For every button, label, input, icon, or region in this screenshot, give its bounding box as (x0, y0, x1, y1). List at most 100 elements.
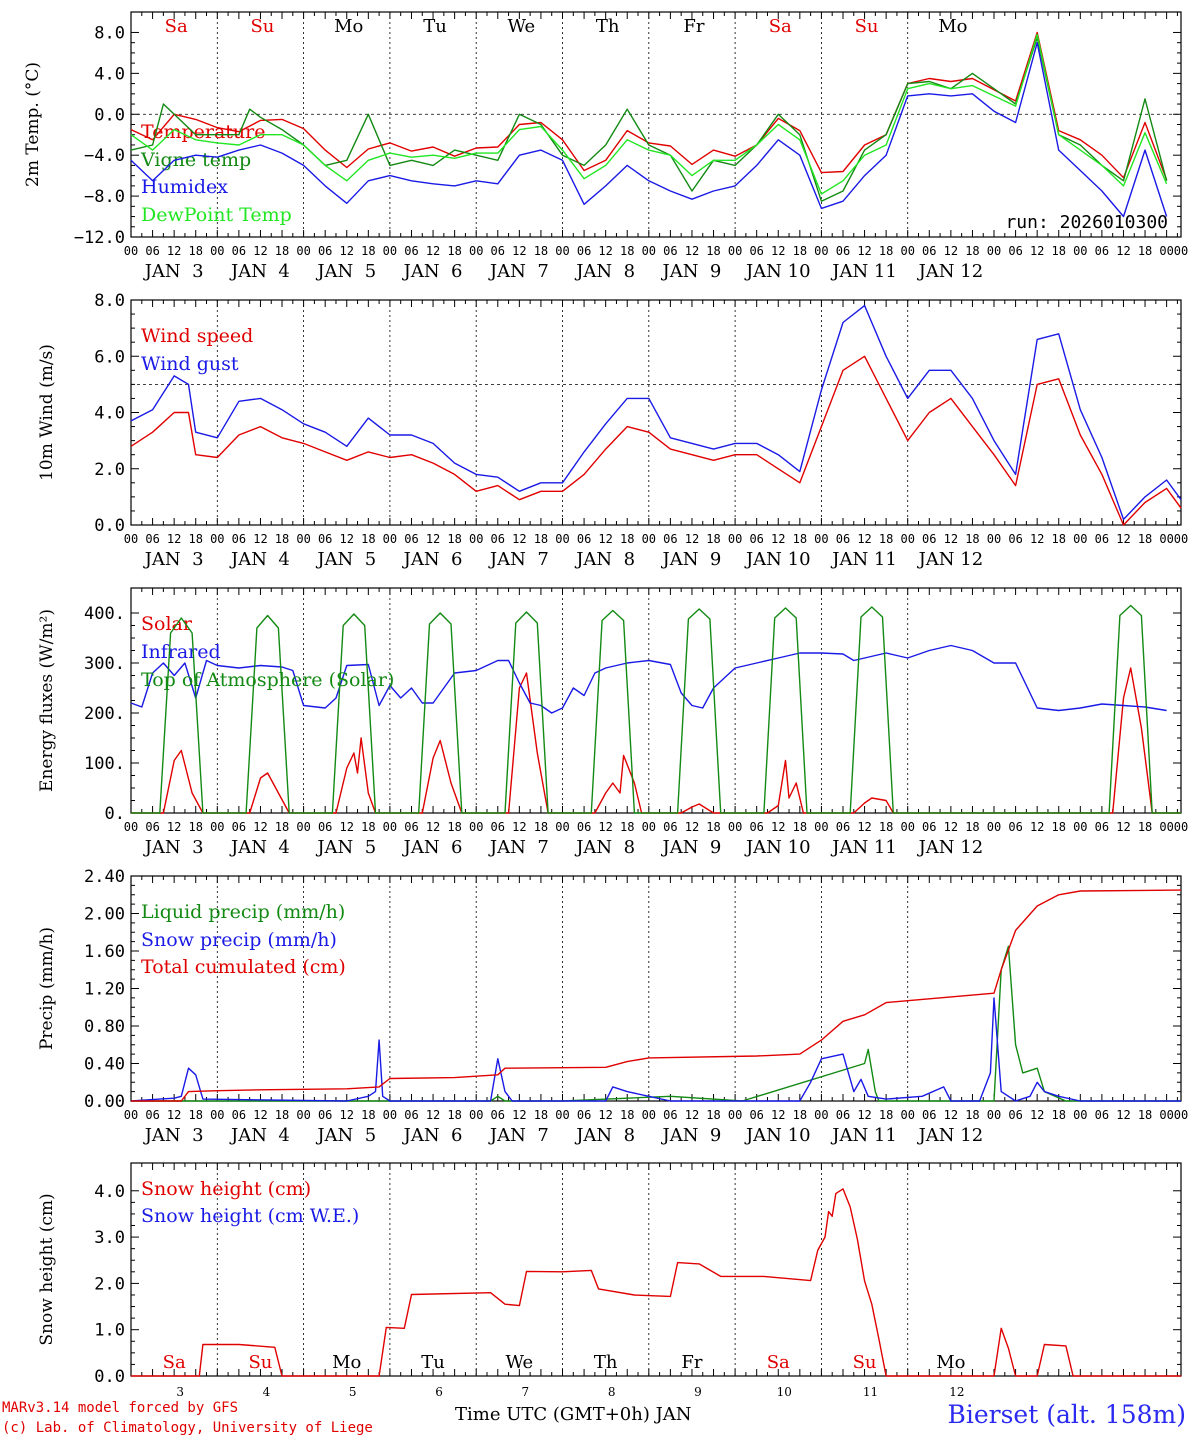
date-label: JAN 11 (830, 837, 897, 858)
hour-tick-label: 06 (1008, 1108, 1022, 1122)
date-label: JAN 9 (661, 549, 722, 570)
hour-tick-label: 00 (1073, 532, 1087, 546)
hour-tick-label: 06 (663, 820, 677, 834)
hour-tick-label: 00 (987, 244, 1001, 258)
y-tick-label: 2.40 (84, 867, 125, 887)
weekday-label: Sa (767, 1352, 790, 1373)
hour-tick-label: 00 (469, 532, 483, 546)
hour-tick-label: 12 (685, 244, 699, 258)
hour-tick-label: 06 (318, 820, 332, 834)
hour-tick-label: 18 (361, 1108, 375, 1122)
hour-tick-label: 00 (987, 1108, 1001, 1122)
lab-credit: (c) Lab. of Climatology, University of L… (2, 1420, 373, 1436)
hour-tick-label: 12 (167, 532, 181, 546)
legend-entry: Snow height (cm) (141, 1178, 311, 1200)
hour-tick-label: 00 (124, 820, 138, 834)
hour-tick-label: 18 (706, 532, 720, 546)
hour-tick-label: 18 (275, 1108, 289, 1122)
hour-tick-label: 12 (512, 820, 526, 834)
hour-tick-label: 18 (188, 244, 202, 258)
hour-tick-label: 12 (253, 1108, 267, 1122)
series-line-snow-height-cm- (131, 1188, 1181, 1377)
hour-tick-label: 12 (944, 820, 958, 834)
hour-tick-label: 06 (749, 244, 763, 258)
hour-tick-label: 18 (879, 1108, 893, 1122)
hour-tick-label: 00 (1159, 244, 1173, 258)
date-label: JAN 5 (315, 1125, 376, 1146)
legend-entry: Solar (141, 613, 193, 635)
legend-entry: Wind speed (141, 325, 253, 347)
day-number-label: 9 (694, 1385, 702, 1399)
day-number-label: 6 (435, 1385, 443, 1399)
hour-tick-label: 00 (124, 532, 138, 546)
series-line-total-cumulated-cm- (131, 889, 1182, 1102)
hour-tick-label: 00 (1159, 1108, 1173, 1122)
hour-tick-label: 18 (965, 532, 979, 546)
date-label: JAN 7 (488, 261, 549, 282)
y-tick-label: 0.0 (94, 105, 125, 125)
y-tick-label: 1.60 (84, 942, 125, 962)
hour-tick-label: 12 (1116, 244, 1130, 258)
hour-tick-label: 18 (879, 244, 893, 258)
y-tick-label: 0.0 (94, 516, 125, 536)
hour-tick-label: 12 (426, 820, 440, 834)
hour-tick-label: 06 (749, 1108, 763, 1122)
hour-tick-label: 12 (253, 532, 267, 546)
date-label: JAN 4 (229, 549, 290, 570)
hour-tick-label: 12 (512, 244, 526, 258)
date-label: JAN 3 (143, 1125, 204, 1146)
hour-tick-label: 12 (1116, 532, 1130, 546)
weekday-label: Th (594, 1352, 618, 1373)
hour-tick-label: 18 (361, 532, 375, 546)
hour-tick-label: 12 (771, 820, 785, 834)
hour-tick-label: 06 (663, 1108, 677, 1122)
hour-tick-label: 18 (1052, 244, 1066, 258)
model-credit: MARv3.14 model forced by GFS (2, 1400, 239, 1416)
hour-tick-label: 12 (1030, 244, 1044, 258)
y-tick-label: 100. (84, 754, 125, 774)
hour-tick-label: 12 (253, 820, 267, 834)
weekday-label: Su (853, 1352, 877, 1373)
day-number-label: 11 (863, 1385, 878, 1399)
hour-tick-label: 00 (1073, 1108, 1087, 1122)
hour-tick-label: 00 (900, 532, 914, 546)
date-label: JAN 10 (744, 261, 811, 282)
hour-tick-label: 06 (404, 820, 418, 834)
y-tick-label: 6.0 (94, 347, 125, 367)
hour-tick-label: 18 (879, 532, 893, 546)
hour-tick-label: 06 (491, 532, 505, 546)
weekday-label: Mo (334, 16, 363, 37)
hour-tick-label: 12 (598, 532, 612, 546)
hour-tick-label: 00 (383, 244, 397, 258)
hour-tick-label: 18 (275, 820, 289, 834)
hour-tick-label: 06 (836, 820, 850, 834)
hour-tick-label: 12 (1116, 1108, 1130, 1122)
hour-tick-label: 06 (318, 532, 332, 546)
hour-tick-label: 18 (1052, 1108, 1066, 1122)
weekday-label: Tu (421, 1352, 445, 1373)
date-label: JAN 11 (830, 549, 897, 570)
y-tick-label: −12.0 (74, 228, 125, 248)
hour-tick-label: 12 (426, 532, 440, 546)
weekday-label: Su (248, 1352, 272, 1373)
hour-tick-label: 18 (620, 244, 634, 258)
y-tick-label: 8.0 (94, 291, 125, 311)
y-tick-label: 2.0 (94, 460, 125, 480)
hour-tick-label: 12 (1116, 820, 1130, 834)
hour-tick-label: 06 (232, 532, 246, 546)
hour-tick-label: 18 (534, 244, 548, 258)
hour-tick-label: 18 (361, 244, 375, 258)
date-label: JAN 9 (661, 261, 722, 282)
panel-1: 00 06 12 18 00 06 12 18 00 06 12 18 00 06 12 18 00 06 12 18… (23, 11, 1188, 282)
hour-tick-label: 18 (965, 820, 979, 834)
weekday-label: Mo (938, 16, 967, 37)
hour-tick-label: 18 (534, 532, 548, 546)
hour-tick-label: 12 (512, 532, 526, 546)
hour-tick-label: 18 (879, 820, 893, 834)
legend-entry: Total cumulated (cm) (141, 956, 346, 978)
weekday-label: We (506, 1352, 534, 1373)
hour-tick-label: 00 (1174, 532, 1188, 546)
date-label: JAN 10 (744, 837, 811, 858)
hour-tick-label: 18 (534, 1108, 548, 1122)
